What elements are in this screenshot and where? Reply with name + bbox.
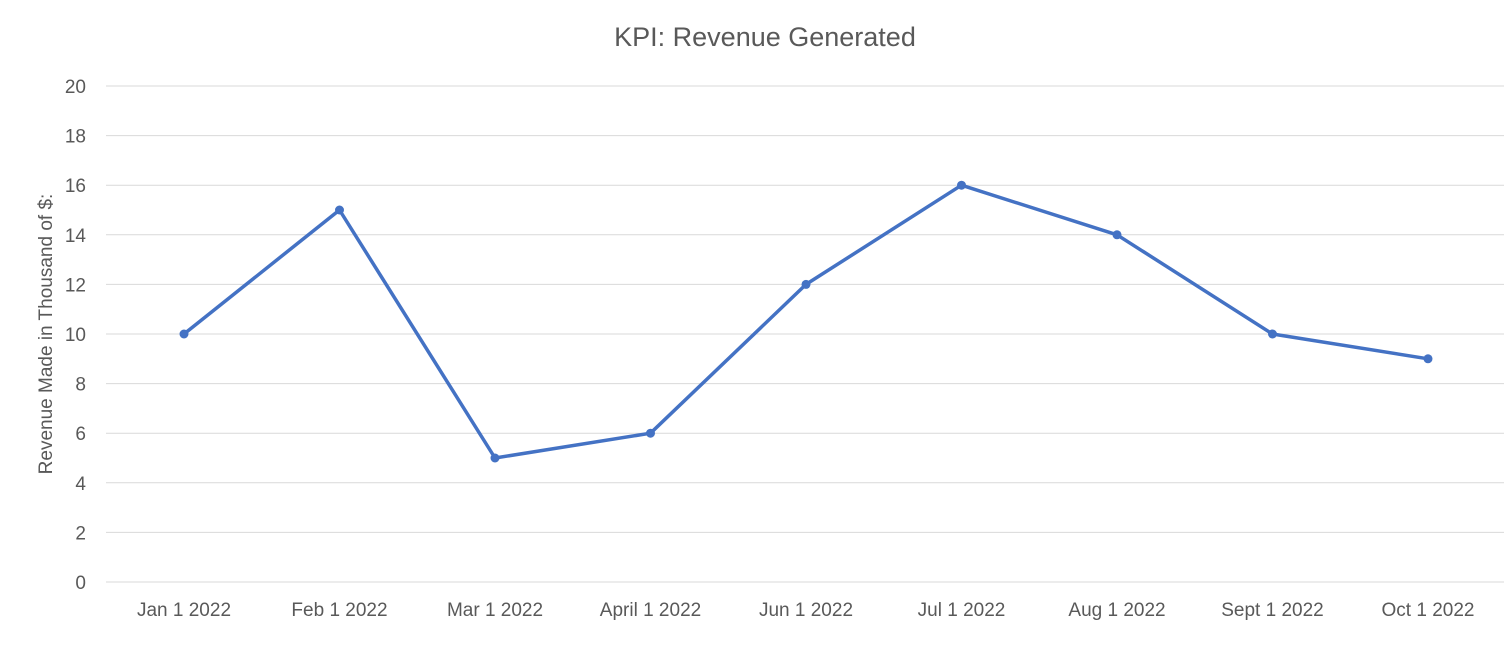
data-point-0-6 <box>1112 230 1122 240</box>
gridlines <box>106 85 1504 583</box>
y-axis-ticks: 0 2 4 6 8 10 12 14 16 18 20 <box>65 77 87 594</box>
y-tick-label-6: 6 <box>75 424 86 445</box>
data-point-0-7 <box>1268 329 1277 339</box>
x-tick-label-7: Sept 1 2022 <box>1221 600 1323 621</box>
data-point-0-4 <box>801 279 811 289</box>
x-tick-label-3: April 1 2022 <box>600 600 701 621</box>
y-tick-label-8: 8 <box>75 375 86 396</box>
data-point-0-8 <box>1423 354 1433 364</box>
series-line-0 <box>182 183 1430 460</box>
data-point-0-3 <box>646 428 655 438</box>
x-tick-label-5: Jul 1 2022 <box>918 600 1006 621</box>
x-tick-label-8: Oct 1 2022 <box>1382 600 1475 621</box>
series-layer <box>179 180 1433 463</box>
y-tick-label-20: 20 <box>65 77 86 98</box>
data-point-0-0 <box>179 329 189 339</box>
data-point-0-2 <box>490 453 500 463</box>
x-tick-label-0: Jan 1 2022 <box>137 600 231 621</box>
x-tick-label-6: Aug 1 2022 <box>1068 600 1165 621</box>
x-tick-label-1: Feb 1 2022 <box>291 600 387 621</box>
y-tick-label-10: 10 <box>65 325 86 346</box>
chart-title: KPI: Revenue Generated <box>614 22 916 52</box>
y-tick-label-18: 18 <box>65 127 86 148</box>
y-tick-label-2: 2 <box>75 523 86 544</box>
y-tick-label-0: 0 <box>75 573 86 594</box>
x-tick-label-4: Jun 1 2022 <box>759 600 853 621</box>
y-tick-label-14: 14 <box>65 226 87 247</box>
x-axis-ticks: Jan 1 2022 Feb 1 2022 Mar 1 2022 April 1 20… <box>137 600 1474 621</box>
y-axis-title: Revenue Made in Thousand of $: <box>36 194 57 475</box>
data-point-0-5 <box>957 180 966 190</box>
y-tick-label-4: 4 <box>75 474 86 495</box>
data-point-0-1 <box>335 205 344 215</box>
x-tick-label-2: Mar 1 2022 <box>447 600 543 621</box>
y-tick-label-16: 16 <box>65 176 86 197</box>
y-tick-label-12: 12 <box>65 275 86 296</box>
